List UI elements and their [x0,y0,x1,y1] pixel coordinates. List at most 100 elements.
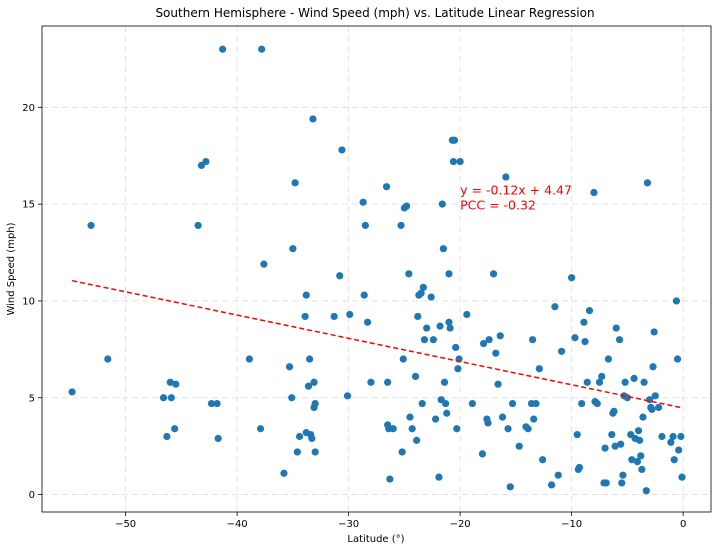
data-point [502,173,510,181]
data-point [658,432,666,441]
data-point [617,440,625,448]
data-point [456,157,464,166]
data-point [675,446,683,454]
data-point [450,136,459,144]
y-axis-ticks: 0 5 10 15 20 [22,103,42,501]
data-point [302,291,310,299]
data-point [343,392,352,400]
data-point [431,415,440,423]
data-point [423,324,431,332]
x-axis-ticks: −50 −40 −30 −20 −10 0 [115,512,686,530]
data-point [359,198,367,206]
data-point [87,221,95,230]
data-point [411,372,420,381]
data-point [539,456,547,464]
data-point [417,289,425,297]
data-point [397,221,405,230]
x-tick-label: −20 [450,519,471,530]
data-point [453,425,461,433]
data-point [650,328,658,336]
data-point [573,430,581,439]
data-point [429,336,437,344]
data-point [468,399,476,408]
data-point [172,380,180,388]
data-point [413,436,421,444]
data-point [163,432,171,441]
data-point [611,442,619,450]
data-point [438,200,446,208]
data-point [285,363,294,371]
data-point [568,274,576,282]
data-point [637,452,645,460]
data-point [630,374,638,382]
data-point [166,378,174,386]
data-point [636,436,644,444]
data-point [245,355,253,363]
data-point [640,378,648,386]
data-point [384,378,392,386]
data-point [435,473,443,481]
data-point [654,403,663,412]
data-point [414,312,422,321]
data-point [382,183,391,191]
data-point [623,394,631,402]
data-point [463,310,471,319]
data-point [581,338,589,346]
data-point [419,283,427,291]
data-point [485,336,493,344]
y-tick-label: 20 [22,103,35,114]
data-point [207,399,216,408]
data-point [420,336,429,344]
data-point [651,392,659,400]
data-point [452,343,460,352]
data-point [445,318,453,326]
data-point [612,324,620,332]
data-point [478,450,487,458]
data-point [673,355,682,363]
data-point [649,363,657,371]
data-point [598,372,606,381]
data-point [504,425,512,433]
data-point [601,444,609,452]
data-point [585,307,594,315]
data-point [449,157,458,166]
data-point [547,481,556,489]
data-point [498,413,507,421]
data-point [602,479,610,487]
data-point [608,430,616,439]
data-point [436,322,444,330]
x-tick-label: −40 [227,519,248,530]
regression-line [71,279,683,409]
data-point [367,378,375,386]
data-point [256,425,265,433]
data-point [104,355,112,363]
regression-equation-annotation: y = -0.12x + 4.47 [460,182,572,197]
data-point [648,405,656,413]
data-point [260,260,268,268]
data-point [551,303,559,311]
data-point [306,355,314,363]
data-point [398,448,406,456]
data-point [618,479,626,487]
data-point [338,146,346,154]
data-point [280,469,288,477]
data-point [590,188,598,197]
data-point [628,456,636,464]
y-tick-label: 0 [29,490,35,501]
data-point [308,434,316,443]
data-point [639,413,647,421]
data-point [615,336,624,344]
data-point [440,378,449,386]
data-point [530,415,538,423]
data-point [578,399,586,408]
data-point [454,365,462,373]
data-point [670,456,678,464]
grid-lines [42,26,711,512]
data-point [439,245,447,253]
data-point [642,487,650,495]
data-point [677,432,685,441]
data-point [219,45,227,53]
data-point [288,394,296,402]
data-point [554,471,562,479]
